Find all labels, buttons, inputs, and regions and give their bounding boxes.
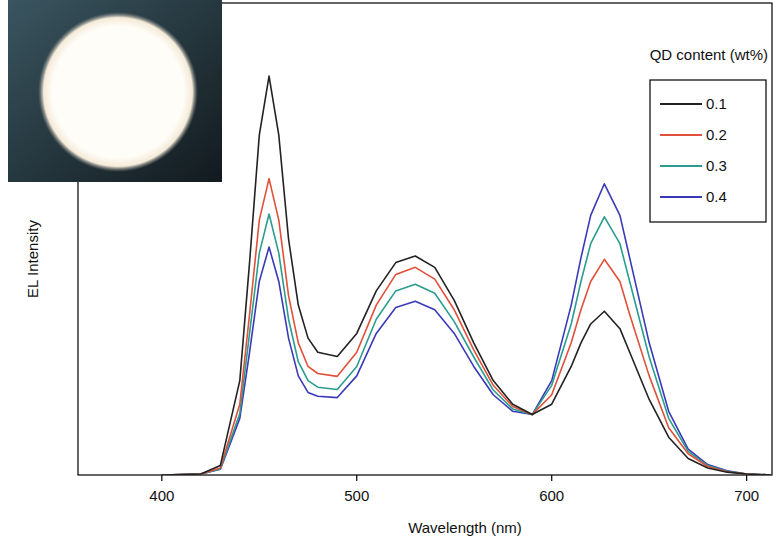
series-line — [162, 214, 772, 475]
legend-swatch — [660, 165, 702, 167]
inset-photo — [8, 0, 222, 182]
legend-swatch — [660, 103, 702, 105]
x-axis-title: Wavelength (nm) — [408, 519, 522, 536]
legend-label: 0.2 — [706, 126, 727, 143]
legend-swatch — [660, 134, 702, 136]
x-tick — [746, 475, 747, 481]
chart: 400 500 600 700 Wavelength (nm) EL Intensity Q… — [0, 0, 779, 560]
legend-label: 0.3 — [706, 157, 727, 174]
x-tick-label: 500 — [344, 487, 369, 504]
legend-title: QD content (wt%) — [650, 46, 768, 63]
x-tick-label: 700 — [734, 487, 759, 504]
lines — [162, 76, 772, 475]
inset-background — [8, 0, 222, 182]
x-tick — [551, 475, 552, 481]
x-tick-label: 400 — [149, 487, 174, 504]
x-tick-label: 600 — [539, 487, 564, 504]
series-line — [162, 76, 772, 475]
x-tick — [161, 475, 162, 481]
inset-light — [38, 12, 198, 172]
legend-box — [650, 80, 766, 222]
legend-swatch — [660, 196, 702, 198]
legend-label: 0.4 — [706, 188, 727, 205]
legend-label: 0.1 — [706, 95, 727, 112]
x-tick — [356, 475, 357, 481]
y-axis-title: EL Intensity — [24, 220, 41, 298]
